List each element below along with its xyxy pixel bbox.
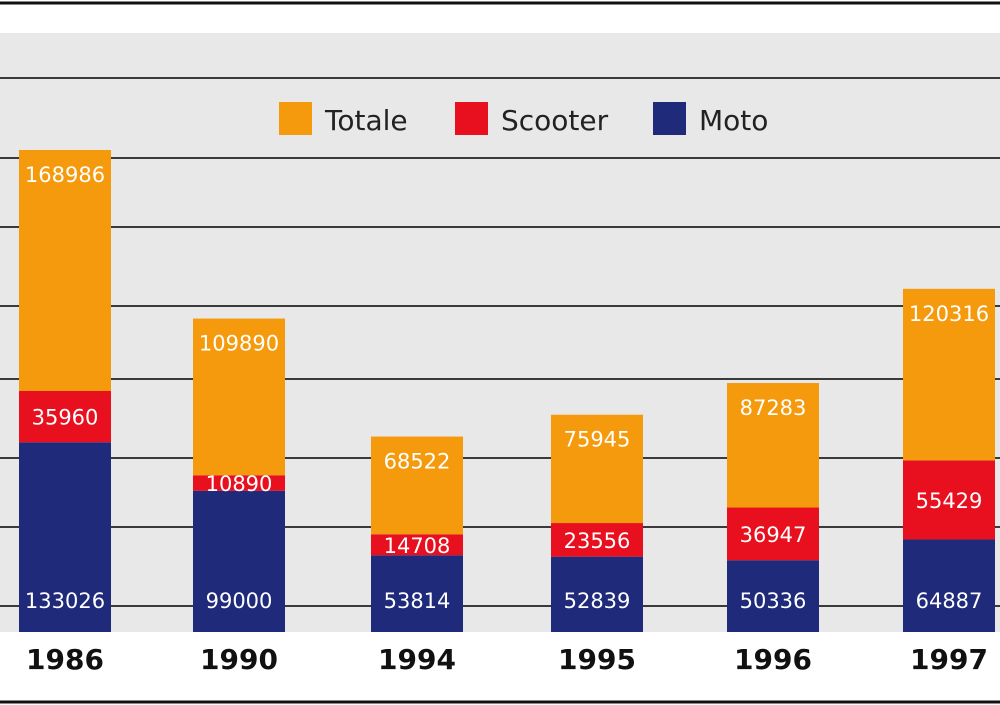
bar-moto-1995 <box>551 556 643 632</box>
label-totale-1995: 75945 <box>564 428 631 452</box>
label-totale-1994: 68522 <box>384 450 451 474</box>
label-scooter-1997: 55429 <box>916 489 983 513</box>
x-tick-1986: 1986 <box>26 643 104 676</box>
bar-moto-1996 <box>727 560 819 632</box>
bar-moto-1994 <box>371 555 463 632</box>
bar-totale-1986 <box>19 149 111 391</box>
label-totale-1997: 120316 <box>909 302 989 326</box>
legend-swatch-scooter <box>455 102 488 135</box>
bar-scooter-1996 <box>727 507 819 561</box>
bar-totale-1995 <box>551 414 643 524</box>
label-moto-1990: 99000 <box>206 589 273 613</box>
bar-totale-1994 <box>371 436 463 535</box>
legend-label-scooter: Scooter <box>501 104 609 137</box>
bar-moto-1990 <box>193 490 285 632</box>
bar-scooter-1986 <box>19 390 111 443</box>
bar-moto-1986 <box>19 442 111 632</box>
x-tick-1994: 1994 <box>378 643 456 676</box>
label-moto-1986: 133026 <box>25 589 105 613</box>
legend-label-moto: Moto <box>699 104 768 137</box>
label-totale-1990: 109890 <box>199 332 279 356</box>
label-moto-1996: 50336 <box>740 589 807 613</box>
label-totale-1986: 168986 <box>25 163 105 187</box>
label-scooter-1994: 14708 <box>384 534 451 558</box>
label-totale-1996: 87283 <box>740 396 807 420</box>
bar-totale-1990 <box>193 318 285 476</box>
segment-labels: 133026 35960 168986 99000 10890 109890 53814 14… <box>25 163 989 613</box>
bar-scooter-1990 <box>193 475 285 491</box>
x-axis-ticks: 1986 1990 1994 1995 1996 1997 <box>26 643 988 676</box>
label-moto-1995: 52839 <box>564 589 631 613</box>
label-scooter-1996: 36947 <box>740 523 807 547</box>
bar-scooter-1995 <box>551 523 643 557</box>
bars <box>19 149 995 632</box>
bar-moto-1997 <box>903 539 995 632</box>
label-scooter-1990: 10890 <box>206 472 273 496</box>
bar-scooter-1994 <box>371 534 463 556</box>
label-moto-1997: 64887 <box>916 589 983 613</box>
bar-totale-1996 <box>727 383 819 508</box>
label-moto-1994: 53814 <box>384 589 451 613</box>
legend-label-totale: Totale <box>324 104 408 137</box>
x-tick-1996: 1996 <box>734 643 812 676</box>
x-tick-1990: 1990 <box>200 643 278 676</box>
legend-swatch-totale <box>279 102 312 135</box>
bar-totale-1997 <box>903 288 995 461</box>
legend-swatch-moto <box>653 102 686 135</box>
x-tick-1997: 1997 <box>910 643 988 676</box>
x-tick-1995: 1995 <box>558 643 636 676</box>
gridlines <box>0 77 1000 607</box>
bar-scooter-1997 <box>903 460 995 540</box>
legend: Totale Scooter Moto <box>279 102 768 137</box>
plot-background <box>0 33 1000 632</box>
label-scooter-1986: 35960 <box>32 406 99 430</box>
label-scooter-1995: 23556 <box>564 529 631 553</box>
